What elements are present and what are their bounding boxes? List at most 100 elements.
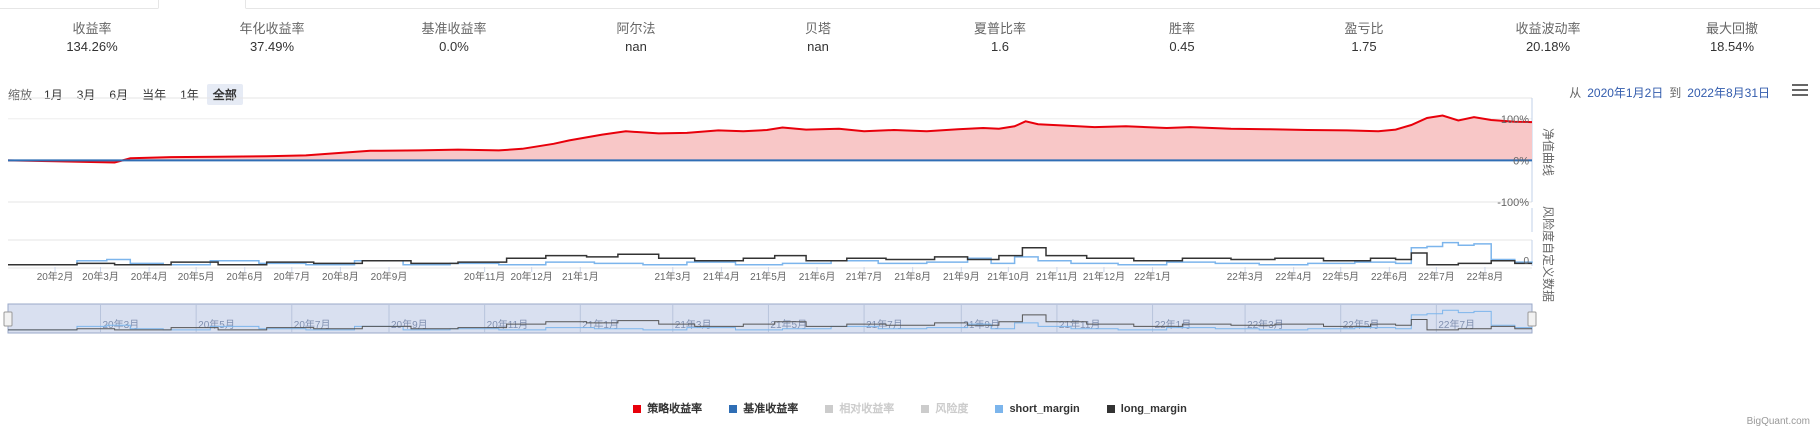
x-tick-label: 20年12月 xyxy=(511,270,553,283)
stat-value: nan xyxy=(807,39,829,54)
top-y-axis-label: 净值曲线 xyxy=(1541,128,1556,176)
strategy-return-area xyxy=(8,115,1532,163)
x-tick-label: 21年11月 xyxy=(1036,270,1078,283)
navigator-long-margin-line xyxy=(8,314,1532,331)
stat-label: 阿尔法 xyxy=(616,21,656,36)
stat-benchmark-return: 基准收益率 0.0% xyxy=(374,20,534,56)
stat-label: 基准收益率 xyxy=(421,21,487,36)
stat-sharpe: 夏普比率 1.6 xyxy=(920,20,1080,56)
range-from-date[interactable]: 2020年1月2日 xyxy=(1587,86,1664,100)
x-tick-label: 20年5月 xyxy=(178,270,215,283)
stat-win-rate: 胜率 0.45 xyxy=(1102,20,1262,56)
x-tick-label: 22年6月 xyxy=(1371,270,1408,283)
strategy-return-line xyxy=(7,114,1533,164)
legend-swatch xyxy=(921,405,930,413)
x-tick-label: 20年3月 xyxy=(82,270,119,283)
navigator-tick-label: 21年11月 xyxy=(1059,318,1101,331)
range-from-label: 从 xyxy=(1569,86,1582,100)
stat-label: 收益波动率 xyxy=(1515,21,1581,36)
stat-beta: 贝塔 nan xyxy=(738,20,898,56)
stat-label: 夏普比率 xyxy=(973,21,1026,36)
stat-label: 盈亏比 xyxy=(1344,21,1384,36)
legend-swatch xyxy=(633,405,642,413)
stat-max-drawdown: 最大回撤 18.54% xyxy=(1652,20,1812,56)
legend-label: 策略收益率 xyxy=(647,403,703,415)
x-tick-label: 21年9月 xyxy=(943,270,980,283)
legend-short-margin[interactable]: short_margin xyxy=(995,403,1080,415)
x-tick-label: 22年1月 xyxy=(1134,270,1171,283)
legend-label: 相对收益率 xyxy=(839,403,895,415)
navigator-tick-label: 21年5月 xyxy=(770,318,807,331)
range-to-date[interactable]: 2022年8月31日 xyxy=(1687,86,1770,100)
x-tick-label: 21年5月 xyxy=(750,270,787,283)
legend-label: short_margin xyxy=(1009,403,1080,415)
stat-value: 0.0% xyxy=(439,39,469,54)
top-border xyxy=(0,0,1820,9)
bottom-y-ticks: 0 xyxy=(1523,256,1529,267)
stat-value: 37.49% xyxy=(249,39,295,54)
chart-svg: 100%0%-100% 净值曲线 风险度自定义数据 0 20年2月 20年3月 20… xyxy=(3,97,1556,334)
navigator-short-margin-line xyxy=(8,309,1533,331)
x-tick-label: 22年8月 xyxy=(1467,270,1504,283)
legend-label: 基准收益率 xyxy=(743,403,799,415)
x-tick-label: 21年1月 xyxy=(562,270,599,283)
navigator-left-handle[interactable] xyxy=(3,311,13,327)
hamburger-menu-icon[interactable] xyxy=(1792,84,1808,98)
legend-long-margin[interactable]: long_margin xyxy=(1106,403,1187,415)
x-tick-label: 21年6月 xyxy=(799,270,836,283)
x-tick-label: 22年4月 xyxy=(1275,270,1312,283)
x-tick-label: 22年7月 xyxy=(1418,270,1455,283)
short-margin-line xyxy=(8,241,1533,266)
stat-annual-return: 年化收益率 37.49% xyxy=(192,20,352,56)
stat-label: 贝塔 xyxy=(804,21,831,36)
top-tab[interactable] xyxy=(158,0,246,9)
legend-strategy-return[interactable]: 策略收益率 xyxy=(633,400,702,416)
legend-swatch xyxy=(825,405,834,413)
legend-swatch xyxy=(995,405,1004,413)
stat-label: 收益率 xyxy=(72,21,112,36)
x-tick-label: 22年3月 xyxy=(1227,270,1264,283)
navigator-selection[interactable] xyxy=(7,303,1533,334)
stat-profit-loss-ratio: 盈亏比 1.75 xyxy=(1284,20,1444,56)
legend-risk[interactable]: 风险度 xyxy=(921,400,968,416)
x-tick-label: 21年10月 xyxy=(987,270,1029,283)
stat-value: 1.6 xyxy=(990,39,1010,54)
x-tick-label: 20年11月 xyxy=(464,270,506,283)
x-tick-label: 20年6月 xyxy=(226,270,263,283)
x-tick-label: 21年4月 xyxy=(703,270,740,283)
date-range: 从 2020年1月2日到 2022年8月31日 xyxy=(1569,84,1776,101)
x-tick-label: 22年5月 xyxy=(1322,270,1359,283)
top-y-tick-label: -100% xyxy=(1497,197,1529,209)
bottom-y-tick-label: 0 xyxy=(1523,256,1529,267)
x-tick-label: 20年7月 xyxy=(273,270,310,283)
x-tick-label: 21年7月 xyxy=(846,270,883,283)
top-y-tick-label: 100% xyxy=(1501,114,1529,126)
range-to-label: 到 xyxy=(1669,86,1682,100)
chart-legend: 策略收益率 基准收益率 相对收益率 风险度 short_margin long_… xyxy=(0,400,1820,416)
stat-value: 18.54% xyxy=(1709,39,1755,54)
navigator-tick-label: 22年7月 xyxy=(1438,318,1475,331)
chart-grid xyxy=(8,97,1533,269)
top-y-ticks: 100% 0% -100% xyxy=(1497,114,1529,209)
navigator-right-handle[interactable] xyxy=(1527,311,1537,327)
legend-label: 风险度 xyxy=(935,403,969,415)
bottom-y-axis-label: 风险度自定义数据 xyxy=(1541,206,1556,302)
legend-swatch xyxy=(729,405,738,413)
stat-value: 20.18% xyxy=(1525,39,1571,54)
navigator-tick-label: 22年3月 xyxy=(1247,318,1284,331)
x-tick-label: 21年8月 xyxy=(894,270,931,283)
legend-benchmark-return[interactable]: 基准收益率 xyxy=(729,400,798,416)
x-axis-ticks: 20年2月 20年3月 20年4月 20年5月 20年6月 20年7月 20年8月 20年9月… xyxy=(37,267,1504,283)
x-tick-label: 20年4月 xyxy=(131,270,168,283)
stat-return: 收益率 134.26% xyxy=(12,20,172,56)
navigator[interactable]: 20年3月 20年5月 20年7月 20年9月 20年11月 21年1月 21年3月 21年5… xyxy=(3,303,1537,334)
legend-relative-return[interactable]: 相对收益率 xyxy=(825,400,894,416)
credit-link[interactable]: BigQuant.com xyxy=(1746,416,1810,427)
stat-value: nan xyxy=(625,39,647,54)
stat-value: 0.45 xyxy=(1169,39,1195,54)
stat-value: 134.26% xyxy=(66,39,118,54)
navigator-tick-label: 20年5月 xyxy=(198,318,235,331)
x-tick-label: 20年2月 xyxy=(37,270,74,283)
legend-label: long_margin xyxy=(1120,403,1187,415)
stats-row: 收益率 134.26% 年化收益率 37.49% 基准收益率 0.0% 阿尔法 nan … xyxy=(0,20,1820,60)
